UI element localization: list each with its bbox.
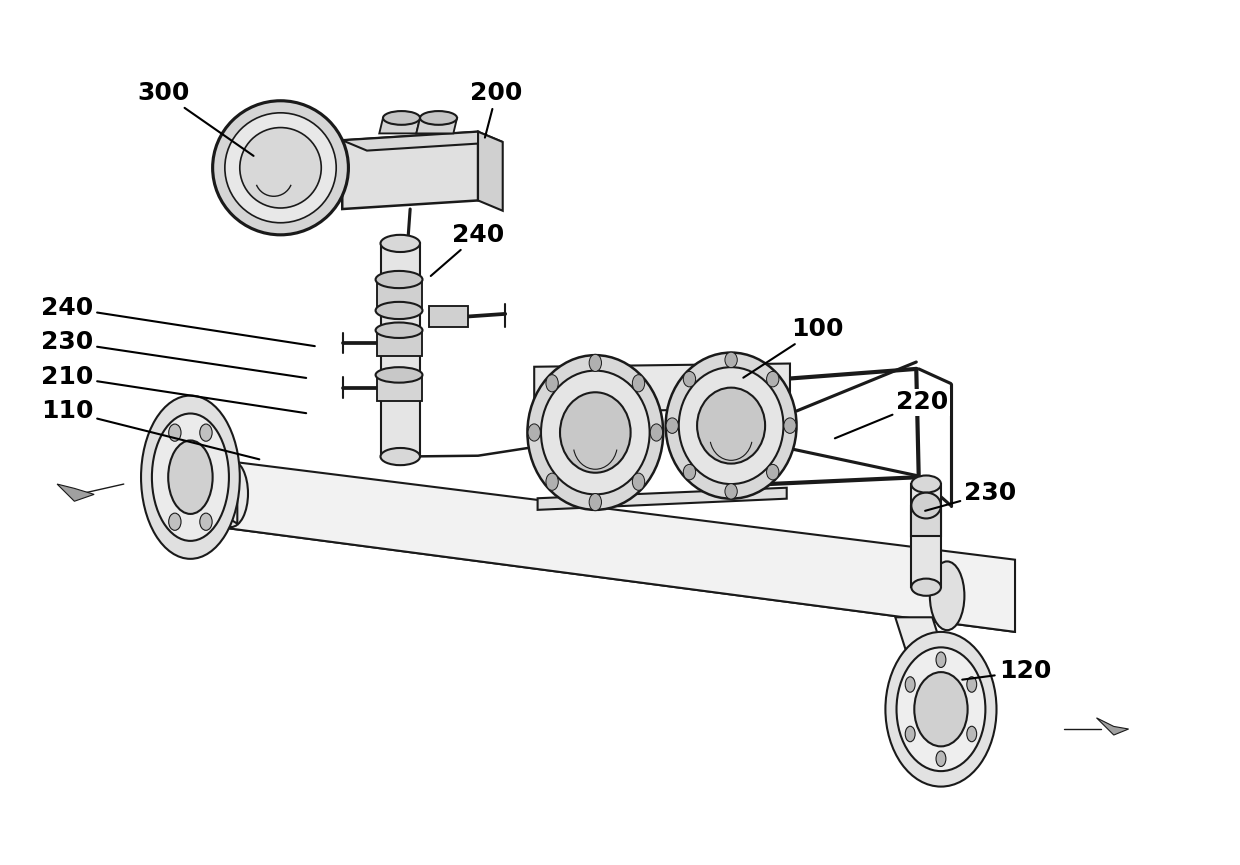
Ellipse shape bbox=[967, 727, 977, 741]
Text: 240: 240 bbox=[430, 223, 505, 276]
Ellipse shape bbox=[376, 302, 423, 319]
Ellipse shape bbox=[151, 413, 229, 541]
Ellipse shape bbox=[381, 234, 420, 252]
Ellipse shape bbox=[766, 371, 779, 387]
Text: 230: 230 bbox=[41, 330, 306, 378]
Ellipse shape bbox=[683, 371, 696, 387]
Ellipse shape bbox=[376, 271, 423, 288]
Ellipse shape bbox=[683, 465, 696, 480]
Ellipse shape bbox=[212, 100, 348, 234]
Ellipse shape bbox=[905, 676, 915, 692]
Ellipse shape bbox=[666, 418, 678, 433]
Ellipse shape bbox=[527, 356, 663, 509]
Ellipse shape bbox=[376, 367, 423, 382]
Ellipse shape bbox=[589, 355, 601, 371]
Polygon shape bbox=[339, 155, 342, 175]
Ellipse shape bbox=[725, 352, 738, 368]
Polygon shape bbox=[1096, 718, 1128, 735]
Ellipse shape bbox=[725, 484, 738, 499]
Ellipse shape bbox=[215, 460, 248, 527]
Polygon shape bbox=[417, 118, 458, 133]
Ellipse shape bbox=[239, 127, 321, 208]
Ellipse shape bbox=[141, 395, 239, 559]
Polygon shape bbox=[377, 330, 423, 356]
Polygon shape bbox=[381, 243, 420, 457]
Ellipse shape bbox=[560, 393, 631, 472]
Ellipse shape bbox=[169, 424, 181, 441]
Ellipse shape bbox=[914, 672, 967, 746]
Ellipse shape bbox=[632, 375, 645, 392]
Polygon shape bbox=[377, 375, 423, 400]
Polygon shape bbox=[191, 460, 237, 523]
Ellipse shape bbox=[541, 370, 650, 495]
Polygon shape bbox=[342, 131, 502, 151]
Polygon shape bbox=[538, 488, 786, 509]
Polygon shape bbox=[57, 484, 94, 501]
Ellipse shape bbox=[936, 751, 946, 766]
Ellipse shape bbox=[784, 418, 796, 433]
Ellipse shape bbox=[169, 513, 181, 530]
Ellipse shape bbox=[911, 476, 941, 493]
Ellipse shape bbox=[885, 632, 997, 786]
Polygon shape bbox=[377, 279, 423, 311]
Ellipse shape bbox=[224, 112, 336, 223]
Text: 240: 240 bbox=[41, 296, 315, 346]
Ellipse shape bbox=[766, 465, 779, 480]
Ellipse shape bbox=[169, 440, 212, 514]
Polygon shape bbox=[218, 460, 1016, 632]
Text: 100: 100 bbox=[743, 317, 843, 378]
Ellipse shape bbox=[383, 111, 420, 125]
Ellipse shape bbox=[936, 652, 946, 668]
Polygon shape bbox=[379, 118, 420, 133]
Ellipse shape bbox=[650, 424, 662, 441]
Ellipse shape bbox=[200, 424, 212, 441]
Ellipse shape bbox=[381, 448, 420, 465]
Text: 300: 300 bbox=[138, 81, 253, 156]
Ellipse shape bbox=[905, 727, 915, 741]
Ellipse shape bbox=[546, 375, 558, 392]
Ellipse shape bbox=[632, 473, 645, 490]
Text: 210: 210 bbox=[41, 365, 306, 413]
Ellipse shape bbox=[911, 579, 941, 596]
Ellipse shape bbox=[546, 473, 558, 490]
Polygon shape bbox=[342, 131, 479, 209]
Ellipse shape bbox=[697, 388, 765, 464]
Text: 110: 110 bbox=[41, 399, 259, 459]
Ellipse shape bbox=[930, 561, 965, 631]
Text: 120: 120 bbox=[962, 659, 1052, 683]
Polygon shape bbox=[911, 505, 941, 535]
Ellipse shape bbox=[967, 676, 977, 692]
Polygon shape bbox=[534, 363, 790, 413]
Ellipse shape bbox=[420, 111, 458, 125]
Ellipse shape bbox=[376, 323, 423, 338]
Polygon shape bbox=[911, 484, 941, 587]
Ellipse shape bbox=[897, 647, 986, 771]
Text: 220: 220 bbox=[835, 390, 949, 439]
Ellipse shape bbox=[911, 493, 941, 518]
Text: 230: 230 bbox=[925, 481, 1017, 511]
Ellipse shape bbox=[528, 424, 541, 441]
Ellipse shape bbox=[666, 353, 796, 499]
Ellipse shape bbox=[678, 367, 784, 484]
Polygon shape bbox=[479, 131, 502, 211]
Ellipse shape bbox=[200, 513, 212, 530]
Ellipse shape bbox=[589, 494, 601, 510]
Polygon shape bbox=[429, 306, 469, 327]
Polygon shape bbox=[895, 618, 957, 695]
Text: 200: 200 bbox=[470, 81, 523, 138]
